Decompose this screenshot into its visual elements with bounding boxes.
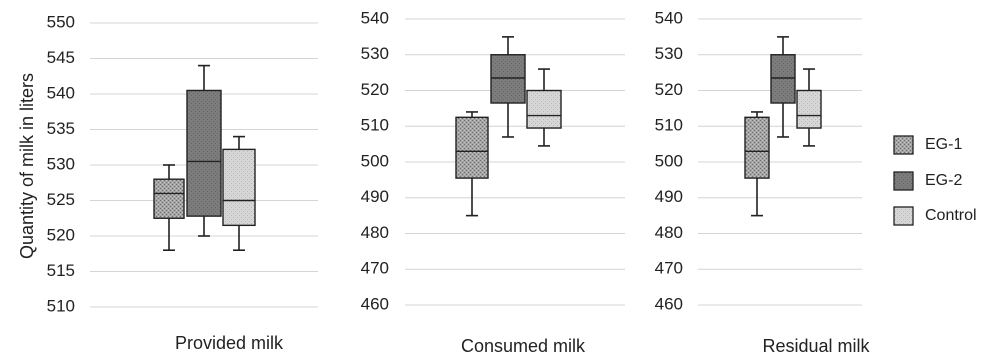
y-tick-label: 490 xyxy=(361,187,389,206)
y-tick-label: 490 xyxy=(655,187,683,206)
legend-label: EG-2 xyxy=(925,172,962,189)
box-eg-2 xyxy=(186,64,222,237)
y-tick-label: 520 xyxy=(655,80,683,99)
box-iqr xyxy=(490,54,526,104)
y-tick-label: 510 xyxy=(47,296,75,315)
legend-item-eg-1: EG-1 xyxy=(893,135,962,155)
y-tick-label: 515 xyxy=(47,261,75,280)
box-control xyxy=(526,68,562,147)
y-tick-label: 500 xyxy=(655,151,683,170)
legend-item-control: Control xyxy=(893,206,977,226)
box-control xyxy=(222,135,256,251)
box-iqr xyxy=(186,89,222,217)
legend-swatch xyxy=(893,206,914,226)
y-axis-label: Quantity of milk in liters xyxy=(17,73,37,259)
y-tick-label: 520 xyxy=(47,225,75,244)
y-tick-label: 460 xyxy=(655,294,683,313)
legend-swatch xyxy=(893,171,914,191)
y-tick-label: 540 xyxy=(47,83,75,102)
y-tick-label: 470 xyxy=(361,259,389,278)
y-tick-label: 530 xyxy=(655,44,683,63)
chart-provided-milk: Provided milk 510 515 520 525 530 535 540 545 55… xyxy=(47,12,318,353)
y-tick-label: 480 xyxy=(361,223,389,242)
x-axis-label-consumed: Consumed milk xyxy=(461,336,586,354)
box-iqr xyxy=(526,89,562,129)
box-eg-1 xyxy=(153,164,185,251)
y-tick-label: 480 xyxy=(655,223,683,242)
y-tick-label: 525 xyxy=(47,190,75,209)
box-iqr xyxy=(222,148,256,227)
x-axis-label-provided: Provided milk xyxy=(175,333,284,353)
box-iqr xyxy=(153,178,185,219)
box-eg-2 xyxy=(490,36,526,138)
box-control xyxy=(796,68,822,147)
y-tick-label: 510 xyxy=(655,116,683,135)
box-eg-1 xyxy=(744,111,770,217)
legend-item-eg-2: EG-2 xyxy=(893,171,962,191)
box-iqr xyxy=(455,116,489,179)
box-eg-1 xyxy=(455,111,489,217)
y-tick-label: 510 xyxy=(361,116,389,135)
box-iqr xyxy=(744,116,770,179)
y-tick-label: 530 xyxy=(361,44,389,63)
box-eg-2 xyxy=(770,36,796,138)
legend-swatch xyxy=(893,135,914,155)
y-tick-label: 470 xyxy=(655,259,683,278)
chart-residual-milk: Residual milk 460 470 480 490 500 510 520 530 54… xyxy=(655,8,871,354)
y-tick-label: 550 xyxy=(47,12,75,31)
y-tick-label: 500 xyxy=(361,151,389,170)
y-tick-label: 530 xyxy=(47,154,75,173)
y-tick-label: 460 xyxy=(361,294,389,313)
box-iqr xyxy=(796,89,822,129)
chart-consumed-milk: Consumed milk 460 470 480 490 500 510 520 530 54… xyxy=(361,8,625,354)
y-tick-label: 540 xyxy=(655,8,683,27)
y-tick-label: 535 xyxy=(47,119,75,138)
y-tick-label: 520 xyxy=(361,80,389,99)
y-tick-label: 540 xyxy=(361,8,389,27)
y-tick-label: 545 xyxy=(47,48,75,67)
box-iqr xyxy=(770,54,796,104)
legend: EG-1 EG-2 Control xyxy=(893,135,977,226)
legend-label: EG-1 xyxy=(925,136,962,153)
x-axis-label-residual: Residual milk xyxy=(762,336,870,354)
legend-label: Control xyxy=(925,207,977,224)
